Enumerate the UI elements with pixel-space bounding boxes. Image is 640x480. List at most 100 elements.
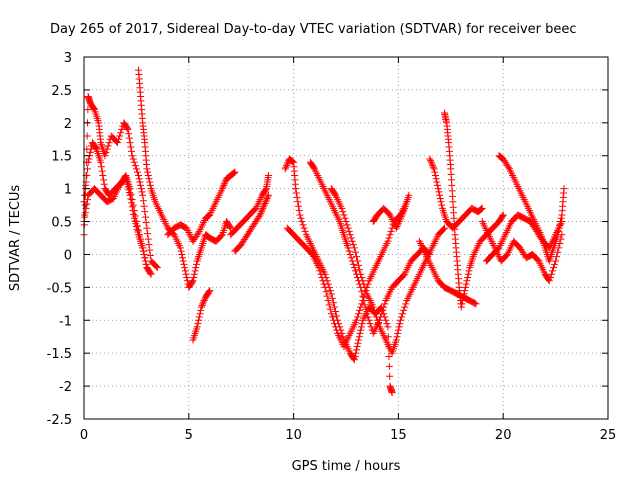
data-point	[143, 264, 151, 272]
data-point	[262, 196, 270, 204]
data-point	[332, 323, 340, 331]
data-point	[219, 183, 227, 191]
data-point	[436, 191, 444, 199]
data-point	[464, 270, 472, 278]
data-point	[143, 165, 151, 173]
data-point	[194, 320, 202, 328]
series-track-13	[426, 155, 486, 232]
data-point	[263, 195, 271, 203]
data-point	[431, 168, 439, 176]
data-point	[283, 160, 291, 168]
chart-title: Day 265 of 2017, Sidereal Day-to-day VTE…	[50, 22, 577, 37]
data-point	[191, 267, 199, 275]
data-point	[547, 270, 555, 278]
data-point	[346, 250, 354, 258]
data-point	[436, 195, 444, 203]
data-point	[360, 297, 368, 305]
data-point	[124, 125, 132, 133]
data-point	[552, 257, 560, 265]
data-point	[352, 253, 360, 261]
data-point	[128, 147, 136, 155]
data-point	[136, 178, 144, 186]
data-point	[294, 198, 302, 206]
data-point	[358, 320, 366, 328]
data-point	[220, 181, 228, 189]
data-point	[140, 250, 148, 258]
data-point	[462, 280, 470, 288]
data-point	[395, 323, 403, 331]
data-point	[296, 211, 304, 219]
data-point	[558, 231, 566, 239]
data-point	[139, 244, 147, 252]
data-points	[80, 66, 568, 397]
data-point	[315, 264, 323, 272]
data-point	[328, 313, 336, 321]
data-point	[140, 202, 148, 210]
data-point	[281, 165, 289, 173]
data-point	[84, 106, 92, 114]
data-point	[427, 158, 435, 166]
data-point	[331, 190, 339, 198]
series-track-14	[441, 109, 507, 311]
data-point	[147, 270, 155, 278]
x-axis-label: GPS time / hours	[292, 459, 401, 474]
data-point	[382, 316, 390, 324]
series-track-7	[227, 171, 272, 239]
data-point	[193, 323, 201, 331]
data-point	[126, 191, 134, 199]
data-point	[129, 155, 137, 163]
data-point	[551, 260, 559, 268]
data-point	[458, 300, 466, 308]
data-point	[430, 165, 438, 173]
data-point	[255, 213, 263, 221]
data-point	[471, 299, 479, 307]
data-point	[189, 277, 197, 285]
data-point	[354, 339, 362, 347]
data-point	[145, 241, 153, 249]
data-point	[457, 303, 465, 311]
data-point	[221, 178, 229, 186]
data-point	[231, 168, 239, 176]
series-track-15	[415, 237, 480, 308]
data-point	[379, 306, 387, 314]
data-point	[323, 292, 331, 300]
data-point	[310, 164, 318, 172]
y-tick-label: 2.5	[51, 84, 72, 99]
data-point	[292, 185, 300, 193]
data-point	[371, 310, 379, 318]
data-point	[135, 175, 143, 183]
data-point	[472, 300, 480, 308]
data-point	[434, 185, 442, 193]
data-point	[192, 264, 200, 272]
data-point	[348, 237, 356, 245]
data-point	[133, 168, 141, 176]
data-point	[363, 310, 371, 318]
x-tick-label: 15	[390, 428, 407, 443]
data-point	[395, 218, 403, 226]
data-point	[353, 343, 361, 351]
data-point	[388, 389, 396, 397]
data-point	[81, 201, 89, 209]
data-point	[427, 157, 435, 165]
data-point	[194, 229, 202, 237]
data-point	[364, 313, 372, 321]
y-tick-label: 1	[64, 183, 72, 198]
data-point	[385, 352, 393, 360]
data-point	[198, 301, 206, 309]
data-point	[327, 310, 335, 318]
data-point	[464, 273, 472, 281]
data-point	[333, 312, 341, 320]
data-point	[372, 313, 380, 321]
data-point	[358, 288, 366, 296]
data-point	[294, 202, 302, 210]
data-point	[146, 246, 154, 254]
data-point	[218, 185, 226, 193]
data-point	[370, 306, 378, 314]
series-track-6	[189, 287, 214, 344]
data-point	[333, 326, 341, 334]
data-point	[392, 336, 400, 344]
data-point	[195, 313, 203, 321]
series-track-8	[231, 191, 272, 255]
data-point	[428, 160, 436, 168]
data-point	[178, 250, 186, 258]
